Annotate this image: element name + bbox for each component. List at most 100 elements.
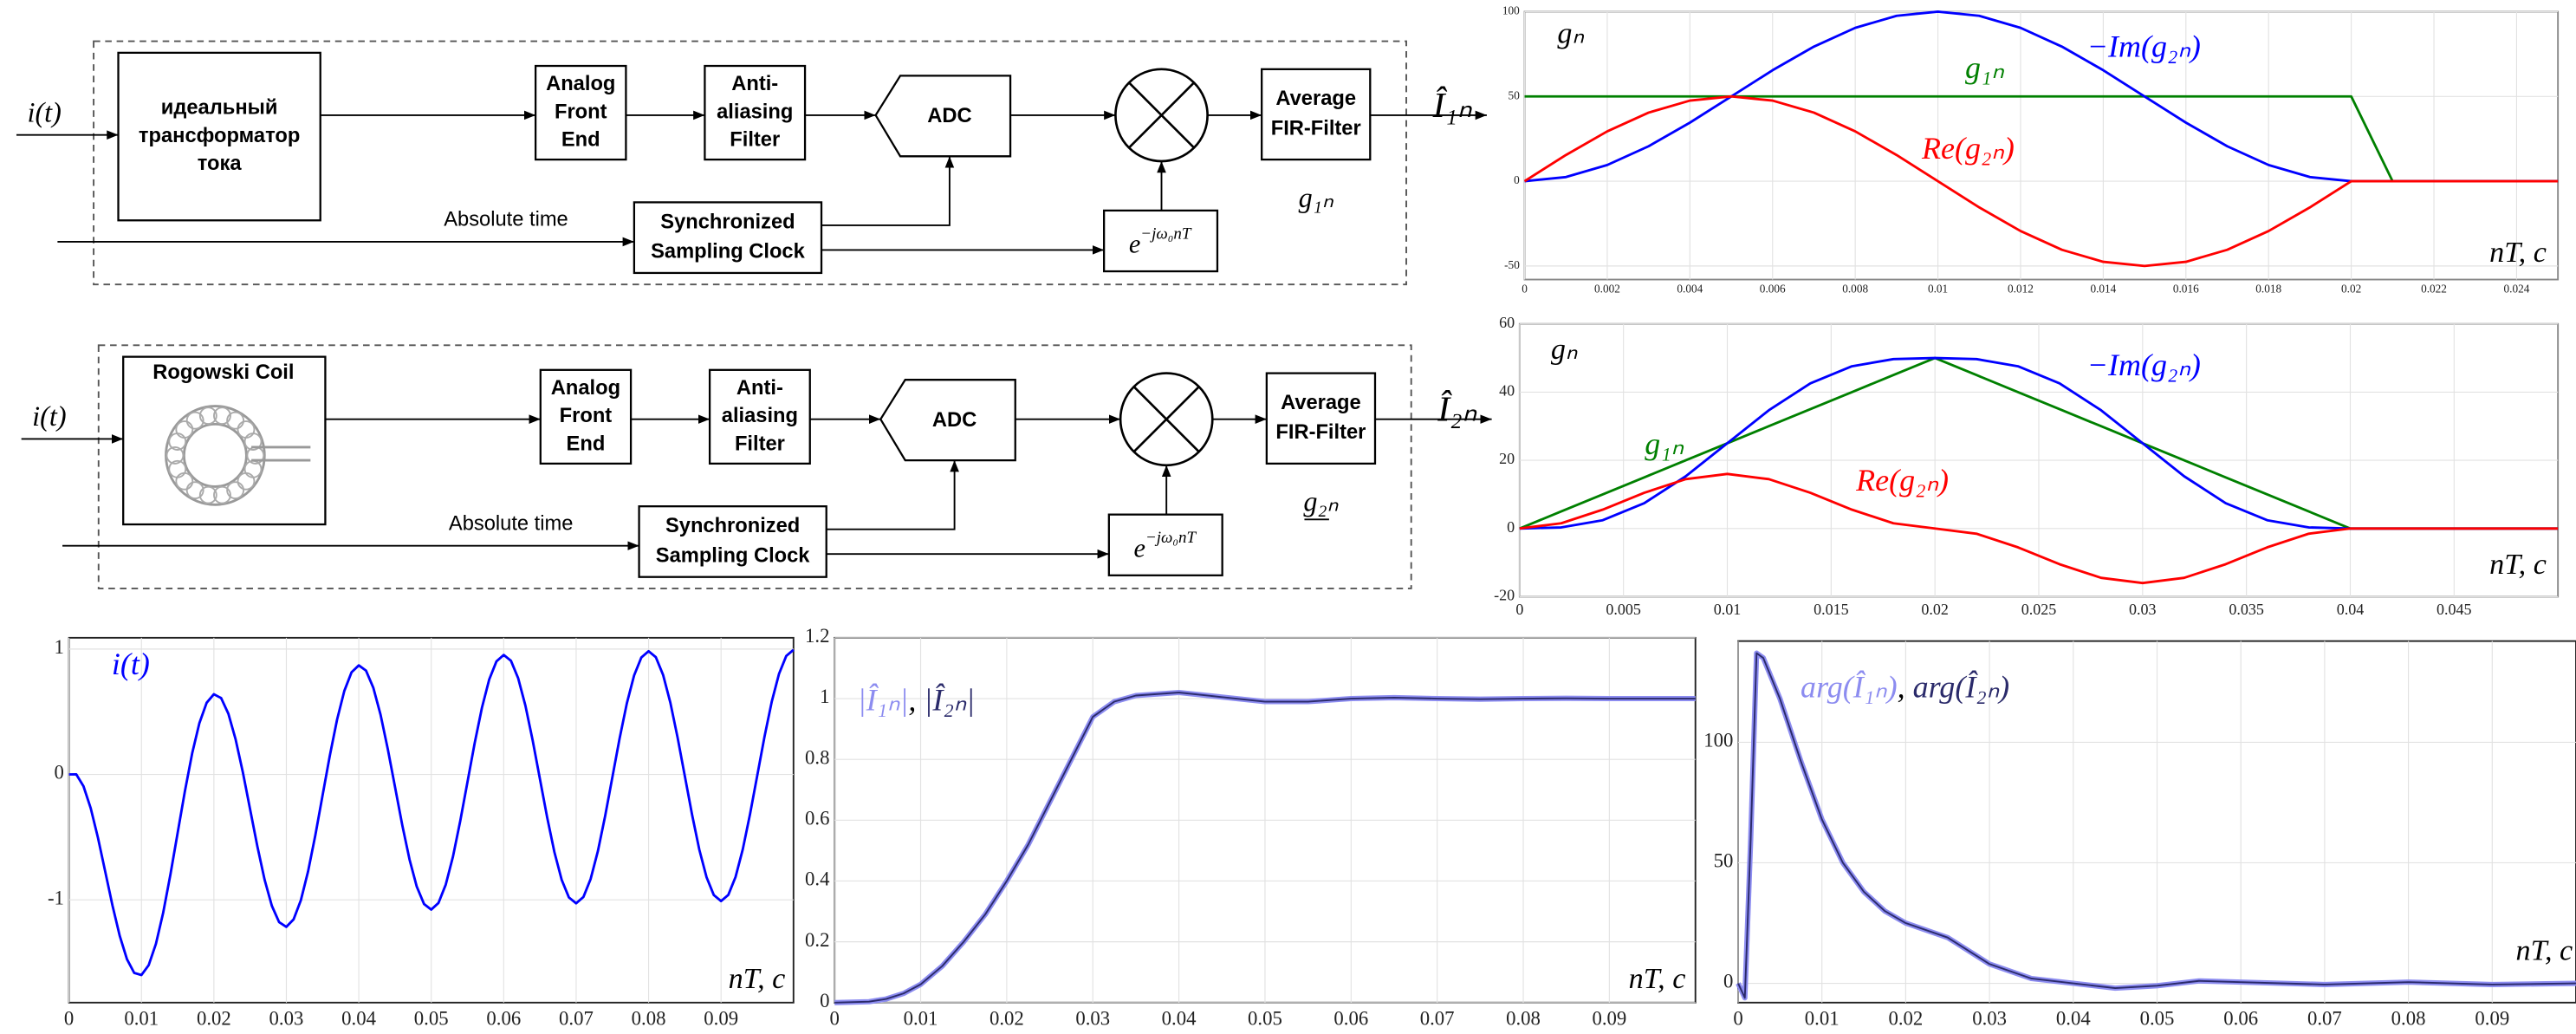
multiplier-cross	[1127, 81, 1196, 149]
legend-separator: ,	[1898, 670, 1913, 705]
x-tick-label: 0.09	[2475, 1007, 2509, 1029]
dashed-frame	[93, 40, 1407, 286]
block-label: Average	[1275, 88, 1356, 110]
x-tick-label: 0.01	[1928, 283, 1948, 296]
block	[1103, 209, 1219, 273]
block-label: ADC	[932, 409, 977, 432]
x-tick-label: 0.07	[2307, 1007, 2342, 1029]
filter-label: g₁ₙ	[1299, 182, 1334, 213]
x-tick-label: 0.03	[2129, 601, 2157, 618]
x-tick-label: 0.01	[904, 1007, 938, 1029]
block-label: Filter	[735, 432, 785, 455]
block	[1265, 372, 1377, 465]
x-tick-label: 0.06	[2223, 1007, 2258, 1029]
block-label: трансформатор	[139, 125, 300, 147]
block	[704, 64, 807, 161]
x-tick-label: 0	[1522, 283, 1528, 296]
legend-entry: |Î₁ₙ|	[858, 683, 909, 718]
block-label: Analog	[551, 377, 620, 400]
block	[633, 201, 823, 275]
block-label: FIR-Filter	[1271, 117, 1361, 140]
series-label: −Im(g₂ₙ)	[2087, 348, 2201, 382]
y-tick-label: 1	[820, 686, 829, 707]
x-tick-label: 0.015	[1814, 601, 1849, 618]
osc-exponent: −jω₀nT	[1145, 529, 1197, 547]
block-label: Rogowski Coil	[152, 361, 294, 384]
block-label: Synchronized	[660, 211, 795, 233]
x-tick-label: 0.02	[1921, 601, 1949, 618]
y-tick-label: -50	[1504, 258, 1520, 271]
x-tick-label: 0.018	[2255, 283, 2281, 296]
legend: arg(Î₁ₙ), arg(Î₂ₙ)	[1801, 670, 2009, 705]
oscillator-label: e−jω₀nT	[1129, 225, 1192, 259]
coil-turn	[213, 406, 231, 426]
y-tick-label: 20	[1499, 450, 1515, 467]
y-tick-label: 50	[1714, 850, 1734, 872]
y-tick-label: 100	[1703, 730, 1733, 751]
x-tick-label: 0.08	[632, 1007, 666, 1029]
dashed-frame	[97, 344, 1412, 589]
x-tick-label: 0.035	[2229, 601, 2264, 618]
x-tick-label: 0.02	[197, 1007, 231, 1029]
block-label: End	[567, 432, 606, 455]
x-tick-label: 0.04	[341, 1007, 376, 1029]
osc-exponent: −jω₀nT	[1140, 225, 1192, 244]
x-tick-label: 0.04	[2056, 1007, 2091, 1029]
x-tick-label: 0.006	[1760, 283, 1786, 296]
x-tick-label: 0.05	[414, 1007, 449, 1029]
series-label: g₁ₙ	[1965, 50, 2005, 85]
x-axis-label: nT, c	[2516, 935, 2573, 967]
legend-entry: arg(Î₁ₙ)	[1801, 670, 1898, 705]
block	[122, 355, 327, 526]
block-label: Anti-	[736, 377, 783, 400]
legend-entry: i(t)	[112, 647, 150, 681]
osc-base: e	[1134, 533, 1145, 563]
x-tick-label: 0.01	[124, 1007, 159, 1029]
legend-entry: |Î₂ₙ|	[924, 683, 975, 718]
y-tick-label: 0	[1507, 518, 1515, 536]
coil-turn	[243, 432, 263, 451]
y-tick-label: 40	[1499, 382, 1515, 400]
x-tick-label: 0.025	[2021, 601, 2057, 618]
coil-turn	[185, 481, 204, 500]
x-tick-label: 0.06	[1333, 1007, 1368, 1029]
time-label: Absolute time	[444, 209, 568, 231]
x-tick-label: 0.024	[2504, 283, 2530, 296]
block	[117, 51, 321, 222]
block-label: тока	[198, 153, 243, 175]
x-tick-label: 0.02	[1889, 1007, 1924, 1029]
x-tick-label: 0.09	[704, 1007, 738, 1029]
block-label: aliasing	[717, 101, 793, 123]
coil-turn	[198, 406, 217, 426]
output-label: Î₁ₙ	[1432, 85, 1473, 126]
legend-entry: arg(Î₂ₙ)	[1913, 670, 2010, 705]
coil-turn	[226, 481, 245, 500]
block-label: Sampling Clock	[651, 241, 806, 263]
legend-separator: ,	[908, 683, 924, 718]
x-tick-label: 0.05	[1248, 1007, 1282, 1029]
block-label: Front	[555, 101, 607, 123]
filter-label: g₂ₙ	[1303, 486, 1339, 517]
input-label: i(t)	[32, 400, 66, 432]
x-tick-label: 0.03	[1972, 1007, 2007, 1029]
x-tick-label: 0	[1733, 1007, 1742, 1029]
series-line	[1524, 94, 2559, 183]
x-tick-label: 0.016	[2173, 283, 2199, 296]
osc-base: e	[1129, 230, 1140, 259]
x-tick-label: 0.045	[2436, 601, 2472, 618]
block	[534, 64, 627, 161]
coil-turn	[198, 485, 217, 504]
x-tick-label: 0.008	[1842, 283, 1868, 296]
x-tick-label: 0	[1515, 601, 1523, 618]
series-label: g₁ₙ	[1645, 426, 1684, 461]
y-tick-label: -1	[48, 887, 64, 908]
block-label: ADC	[927, 105, 971, 127]
x-tick-label: 0.012	[2008, 283, 2034, 296]
block	[638, 505, 827, 578]
x-axis-label: nT, c	[729, 963, 786, 995]
block-label: Analog	[546, 73, 615, 95]
x-tick-label: 0.022	[2421, 283, 2447, 296]
